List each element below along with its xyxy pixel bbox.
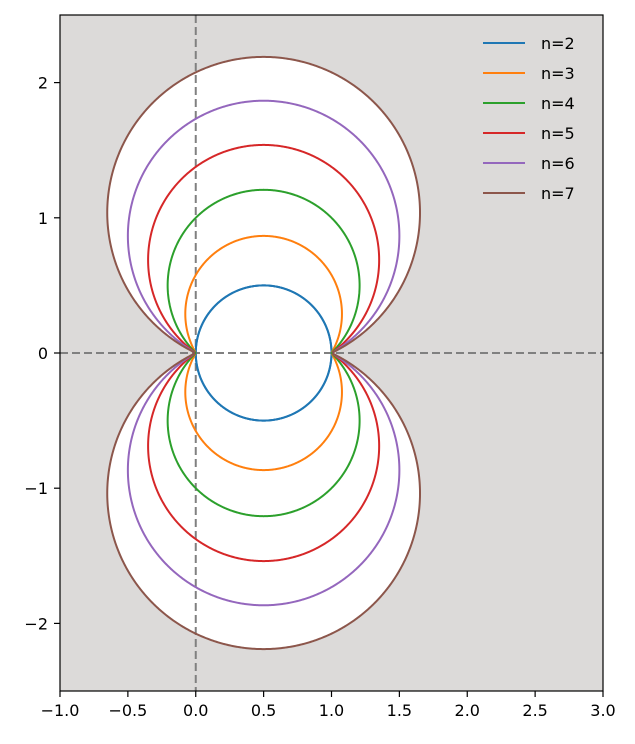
series-line (184, 234, 343, 354)
legend-label: n=7 (541, 184, 575, 203)
x-axis: −1.0 −0.5 0.0 0.5 1.0 1.5 2.0 2.5 3.0 (41, 691, 616, 720)
y-tick-label: 1 (38, 209, 48, 228)
legend-label: n=2 (541, 34, 575, 53)
series-curves (106, 55, 422, 651)
series-line (126, 352, 401, 607)
series-n=6 (126, 99, 401, 607)
legend-label: n=3 (541, 64, 575, 83)
x-tick-label: −0.5 (108, 701, 147, 720)
series-line (106, 55, 422, 354)
white-region (107, 56, 421, 650)
series-line (147, 352, 381, 563)
series-line (126, 99, 401, 354)
series-line (184, 352, 343, 472)
series-line (166, 352, 361, 518)
x-tick-label: 0.0 (183, 701, 208, 720)
legend: n=2 n=3 n=4 n=5 n=6 n=7 (483, 34, 575, 203)
x-tick-label: 2.0 (455, 701, 480, 720)
series-line (194, 284, 333, 422)
series-line (166, 188, 361, 354)
white-region-lobe-0 (107, 56, 421, 370)
series-n=2 (194, 284, 333, 422)
y-tick-label: 2 (38, 74, 48, 93)
x-tick-label: 1.0 (319, 701, 344, 720)
y-axis: 2 1 0 −1 −2 (24, 74, 60, 633)
x-tick-label: 1.5 (387, 701, 412, 720)
legend-label: n=6 (541, 154, 575, 173)
x-tick-label: 3.0 (590, 701, 615, 720)
y-tick-label: 0 (38, 344, 48, 363)
series-n=5 (147, 143, 381, 563)
x-tick-label: 0.5 (251, 701, 276, 720)
series-n=4 (166, 188, 361, 518)
y-tick-label: −2 (24, 614, 48, 633)
x-tick-label: −1.0 (41, 701, 80, 720)
y-tick-label: −1 (24, 479, 48, 498)
white-region-lobe-1 (107, 336, 421, 650)
series-line (106, 352, 422, 651)
series-n=3 (184, 234, 343, 472)
series-n=7 (106, 55, 422, 651)
x-tick-label: 2.5 (522, 701, 547, 720)
series-line (147, 143, 381, 354)
legend-label: n=5 (541, 124, 575, 143)
legend-label: n=4 (541, 94, 575, 113)
